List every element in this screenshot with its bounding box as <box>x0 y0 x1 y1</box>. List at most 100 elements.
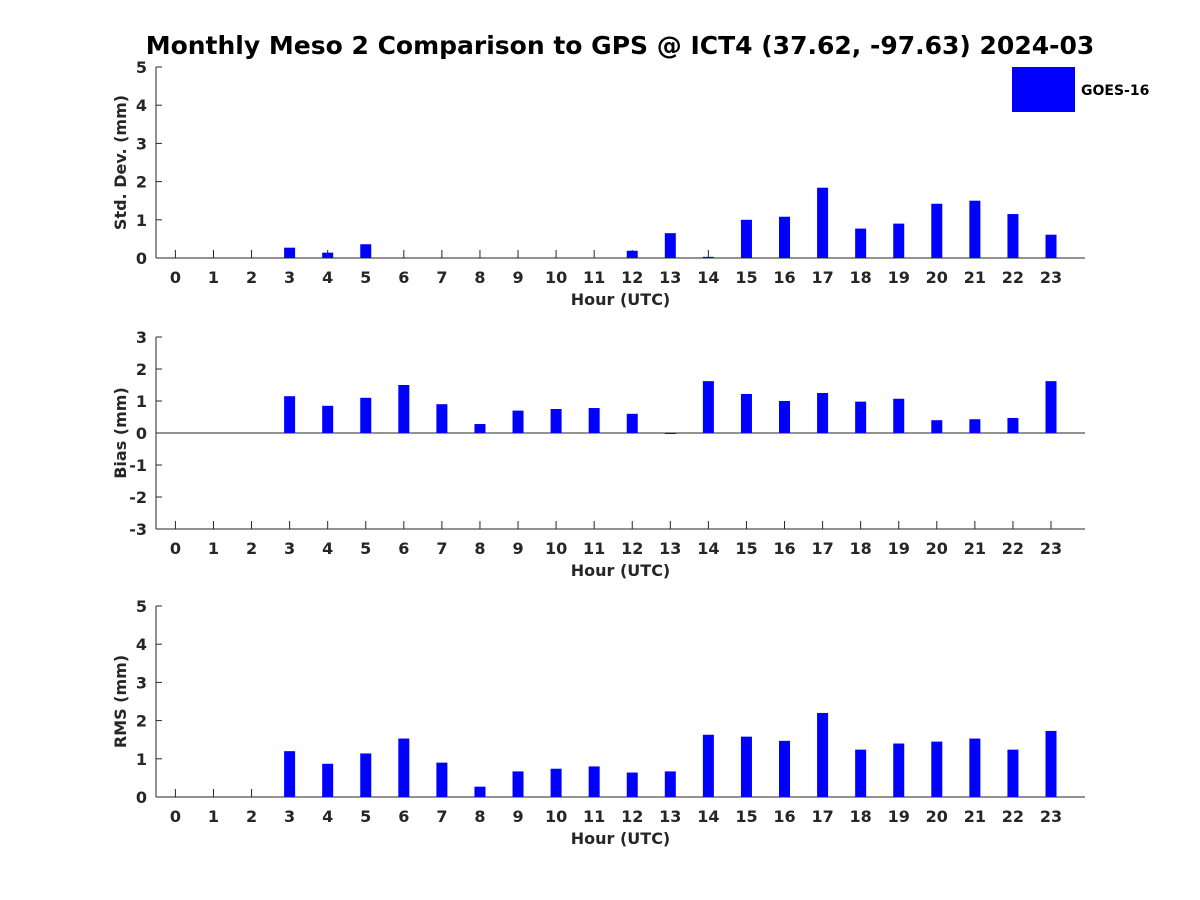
bias-bar-hour-22 <box>1007 417 1019 433</box>
bias-x-tick-label: 17 <box>811 539 833 558</box>
std-dev-bar-hour-4 <box>322 252 334 258</box>
rms-x-tick-label: 10 <box>545 807 567 826</box>
bias-y-tick-label: 2 <box>136 360 147 379</box>
figure-title: Monthly Meso 2 Comparison to GPS @ ICT4 … <box>146 31 1095 60</box>
rms-y-tick-label: 3 <box>136 673 147 692</box>
std-dev-bar-hour-5 <box>360 244 372 258</box>
bias-x-tick-label: 8 <box>474 539 485 558</box>
rms-bar-hour-7 <box>436 762 448 797</box>
legend-label: GOES-16 <box>1081 83 1149 99</box>
std-dev-bar-hour-23 <box>1045 234 1057 258</box>
std-dev-x-tick-label: 20 <box>926 268 948 287</box>
bias-bar-hour-18 <box>855 401 867 433</box>
bias-y-tick-label: -3 <box>129 520 147 539</box>
std-dev-x-tick-label: 7 <box>436 268 447 287</box>
std-dev-x-tick-label: 3 <box>284 268 295 287</box>
bias-bar-hour-19 <box>893 398 905 433</box>
bias-bar-hour-17 <box>817 393 829 433</box>
rms-x-tick-label: 20 <box>926 807 948 826</box>
std-dev-x-tick-label: 4 <box>322 268 333 287</box>
bias-x-tick-label: 14 <box>697 539 719 558</box>
bias-y-tick-label: -1 <box>129 456 147 475</box>
std-dev-y-tick-label: 1 <box>136 211 147 230</box>
bias-bar-hour-3 <box>284 396 296 433</box>
bias-x-tick-label: 9 <box>512 539 523 558</box>
bias-x-tick-label: 23 <box>1040 539 1062 558</box>
rms-x-tick-label: 12 <box>621 807 643 826</box>
bias-x-tick-label: 0 <box>170 539 181 558</box>
bias-x-tick-label: 21 <box>964 539 986 558</box>
std-dev-y-tick-label: 4 <box>136 96 147 115</box>
bias-x-tick-label: 18 <box>850 539 872 558</box>
std-dev-bar-hour-18 <box>855 228 867 258</box>
bias-y-tick-label: 1 <box>136 392 147 411</box>
rms-x-tick-label: 14 <box>697 807 719 826</box>
std-dev-bar-hour-3 <box>284 247 296 258</box>
bias-x-tick-label: 5 <box>360 539 371 558</box>
bias-x-tick-label: 3 <box>284 539 295 558</box>
std-dev-x-tick-label: 11 <box>583 268 605 287</box>
rms-x-tick-label: 6 <box>398 807 409 826</box>
bias-y-tick-label: 3 <box>136 328 147 347</box>
bias-bar-hour-4 <box>322 405 334 433</box>
rms-bar-hour-16 <box>779 740 791 797</box>
rms-x-tick-label: 21 <box>964 807 986 826</box>
std-dev-x-tick-label: 10 <box>545 268 567 287</box>
bias-x-tick-label: 12 <box>621 539 643 558</box>
std-dev-bar-hour-16 <box>779 216 791 258</box>
std-dev-x-tick-label: 16 <box>773 268 795 287</box>
bias-bar-hour-7 <box>436 404 448 433</box>
bias-bar-hour-9 <box>512 410 524 433</box>
std-dev-x-label: Hour (UTC) <box>571 290 671 309</box>
std-dev-bar-hour-22 <box>1007 214 1019 258</box>
std-dev-x-tick-label: 0 <box>170 268 181 287</box>
bias-x-tick-label: 6 <box>398 539 409 558</box>
rms-bar-hour-21 <box>969 738 981 797</box>
bias-x-tick-label: 10 <box>545 539 567 558</box>
std-dev-y-tick-label: 0 <box>136 249 147 268</box>
rms-x-tick-label: 19 <box>888 807 910 826</box>
std-dev-x-tick-label: 2 <box>246 268 257 287</box>
rms-x-tick-label: 7 <box>436 807 447 826</box>
std-dev-y-tick-label: 5 <box>136 58 147 77</box>
rms-x-tick-label: 0 <box>170 807 181 826</box>
rms-y-tick-label: 2 <box>136 712 147 731</box>
rms-y-tick-label: 1 <box>136 750 147 769</box>
std-dev-bar-hour-14 <box>702 256 714 258</box>
bias-bar-hour-20 <box>931 420 943 433</box>
rms-y-label: RMS (mm) <box>111 655 130 748</box>
std-dev-bar-hour-20 <box>931 203 943 258</box>
rms-bar-hour-9 <box>512 771 524 797</box>
bias-y-tick-label: 0 <box>136 424 147 443</box>
rms-x-tick-label: 2 <box>246 807 257 826</box>
bias-bar-hour-5 <box>360 397 372 433</box>
rms-bar-hour-10 <box>550 768 562 797</box>
rms-bar-hour-8 <box>474 786 486 797</box>
rms-bar-hour-5 <box>360 753 372 797</box>
std-dev-x-tick-label: 18 <box>850 268 872 287</box>
std-dev-x-tick-label: 21 <box>964 268 986 287</box>
rms-x-tick-label: 22 <box>1002 807 1024 826</box>
bias-bar-hour-12 <box>626 413 638 433</box>
bias-bar-hour-13 <box>664 433 676 434</box>
std-dev-x-tick-label: 6 <box>398 268 409 287</box>
bias-bar-hour-10 <box>550 409 562 433</box>
legend-swatch <box>1012 67 1075 112</box>
std-dev-x-tick-label: 15 <box>735 268 757 287</box>
bias-bar-hour-6 <box>398 385 410 433</box>
bias-bar-hour-21 <box>969 419 981 433</box>
rms-x-tick-label: 4 <box>322 807 333 826</box>
bias-x-tick-label: 11 <box>583 539 605 558</box>
rms-bar-hour-6 <box>398 738 410 797</box>
std-dev-x-tick-label: 17 <box>811 268 833 287</box>
bias-bar-hour-15 <box>740 393 752 433</box>
rms-x-tick-label: 23 <box>1040 807 1062 826</box>
bias-x-tick-label: 15 <box>735 539 757 558</box>
std-dev-bar-hour-15 <box>740 219 752 258</box>
rms-bar-hour-11 <box>588 766 600 797</box>
std-dev-y-tick-label: 2 <box>136 173 147 192</box>
bias-y-tick-label: -2 <box>129 488 147 507</box>
